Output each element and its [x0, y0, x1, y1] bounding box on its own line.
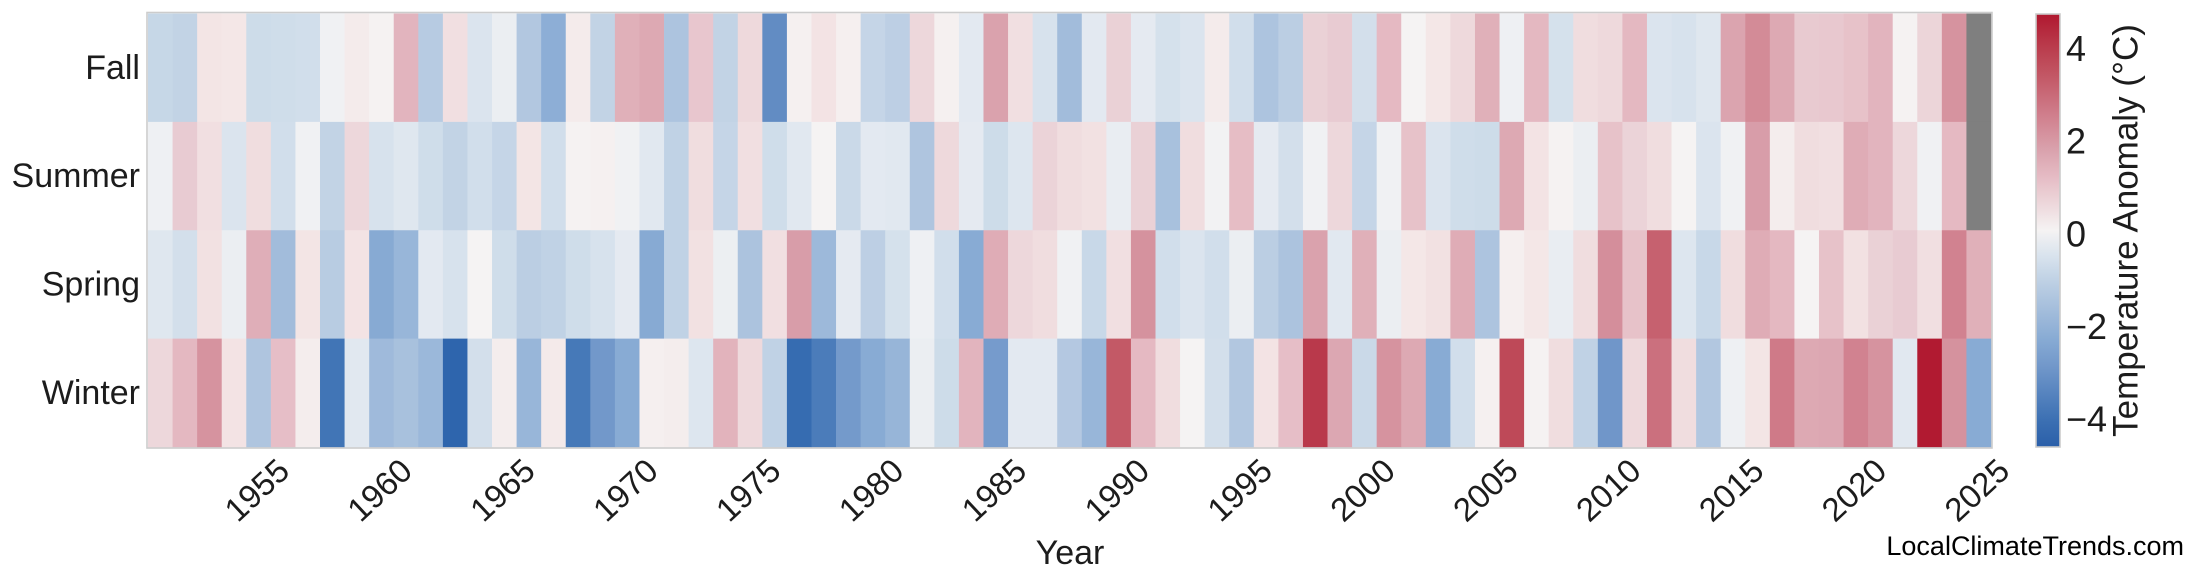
- svg-text:Spring: Spring: [42, 266, 140, 304]
- svg-text:4: 4: [2066, 28, 2086, 69]
- svg-text:Temperature Anomaly (°C): Temperature Anomaly (°C): [2107, 24, 2146, 437]
- svg-text:Year: Year: [1036, 534, 1105, 572]
- svg-text:−4: −4: [2066, 398, 2107, 439]
- svg-text:Fall: Fall: [85, 49, 140, 87]
- svg-text:0: 0: [2066, 213, 2086, 254]
- svg-text:LocalClimateTrends.com: LocalClimateTrends.com: [1886, 531, 2184, 561]
- svg-text:2: 2: [2066, 121, 2086, 162]
- svg-text:−2: −2: [2066, 306, 2107, 347]
- svg-text:Winter: Winter: [42, 374, 140, 412]
- svg-text:Summer: Summer: [12, 157, 140, 195]
